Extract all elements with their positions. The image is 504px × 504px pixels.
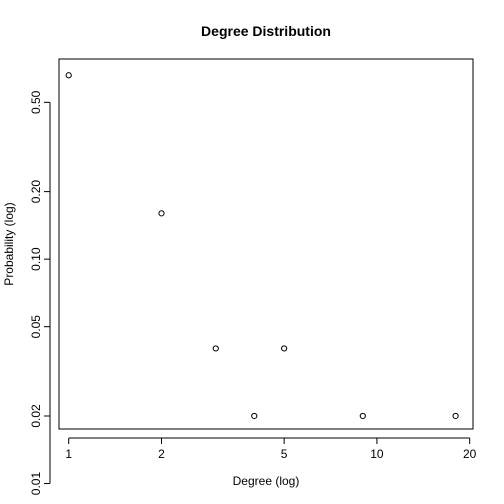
- y-tick-label: 0.50: [29, 90, 43, 114]
- y-axis: 0.01 0.02 0.05 0.10 0.20 0.50: [29, 90, 51, 496]
- y-tick-label: 0.20: [29, 180, 43, 204]
- data-point: [251, 412, 258, 420]
- data-points: [65, 72, 459, 420]
- data-point: [452, 412, 459, 420]
- data-point: [359, 412, 366, 420]
- y-tick-label: 0.10: [29, 247, 43, 271]
- x-tick-label: 5: [281, 447, 288, 461]
- y-tick-label: 0.02: [29, 404, 43, 428]
- data-point: [281, 345, 288, 352]
- data-point: [212, 345, 219, 352]
- data-point: [158, 210, 165, 217]
- data-point: [65, 72, 72, 79]
- x-tick-label: 20: [463, 447, 477, 461]
- plot-frame: [58, 58, 474, 430]
- y-tick-label: 0.01: [29, 472, 43, 496]
- x-axis: 1 2 5 10 20: [65, 437, 477, 461]
- x-axis-label: Degree (log): [233, 474, 300, 488]
- x-tick-label: 1: [65, 447, 72, 461]
- y-tick-label: 0.05: [29, 315, 43, 339]
- x-tick-label: 10: [370, 447, 384, 461]
- y-axis-label: Probability (log): [2, 202, 16, 285]
- chart-title: Degree Distribution: [201, 23, 331, 39]
- x-tick-label: 2: [158, 447, 165, 461]
